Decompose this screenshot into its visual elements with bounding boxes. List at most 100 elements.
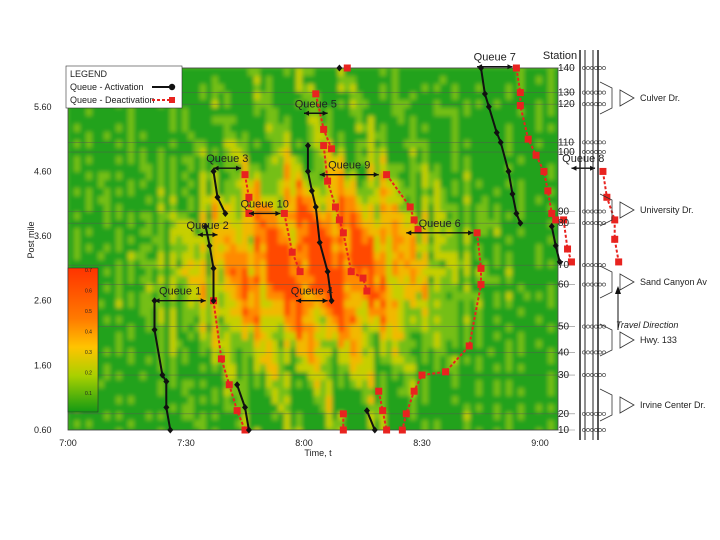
heat-cell (422, 284, 429, 293)
heat-cell (140, 164, 147, 173)
heat-cell (314, 156, 321, 165)
heat-cell (68, 108, 75, 117)
heat-cell (464, 324, 471, 333)
heat-cell (548, 172, 555, 181)
heat-cell (326, 236, 333, 245)
heat-cell (380, 236, 387, 245)
heat-cell (128, 164, 135, 173)
heat-cell (98, 164, 105, 173)
heat-cell (80, 188, 87, 197)
heat-cell (158, 412, 165, 421)
heat-cell (326, 172, 333, 181)
heat-cell (428, 236, 435, 245)
heat-cell (224, 244, 231, 253)
heat-cell (392, 196, 399, 205)
heat-cell (176, 156, 183, 165)
heat-cell (476, 404, 483, 413)
heat-cell (434, 116, 441, 125)
heat-cell (182, 212, 189, 221)
detector-dot (590, 428, 594, 432)
heat-cell (332, 260, 339, 269)
heat-cell (302, 388, 309, 397)
heat-cell (236, 180, 243, 189)
heat-cell (398, 300, 405, 309)
heat-cell (296, 172, 303, 181)
heat-cell (518, 428, 525, 430)
heat-cell (314, 244, 321, 253)
heat-cell (188, 324, 195, 333)
heat-cell (284, 236, 291, 245)
heat-cell (362, 292, 369, 301)
heat-cell (146, 116, 153, 125)
heat-cell (104, 244, 111, 253)
heat-cell (194, 84, 201, 93)
heat-cell (464, 180, 471, 189)
station-label: 80 (558, 218, 570, 229)
heat-cell (110, 284, 117, 293)
heat-cell (464, 252, 471, 261)
heat-cell (116, 428, 123, 430)
heat-cell (386, 284, 393, 293)
heat-cell (266, 284, 273, 293)
duration-arrow-right (200, 298, 206, 304)
heat-cell (344, 68, 351, 77)
heat-cell (518, 420, 525, 429)
heat-cell (188, 220, 195, 229)
heat-cell (422, 132, 429, 141)
heat-cell (284, 396, 291, 405)
activation-marker (163, 378, 170, 386)
heat-cell (434, 428, 441, 430)
heat-cell (374, 380, 381, 389)
heat-cell (248, 156, 255, 165)
heat-cell (344, 332, 351, 341)
heat-cell (350, 172, 357, 181)
heat-cell (326, 220, 333, 229)
heat-cell (248, 92, 255, 101)
heat-cell (260, 380, 267, 389)
detector-dot (590, 102, 594, 107)
heat-cell (386, 372, 393, 381)
heat-cell (314, 252, 321, 261)
heat-cell (548, 324, 555, 333)
heat-cell (158, 132, 165, 141)
heat-cell (104, 180, 111, 189)
heat-cell (170, 388, 177, 397)
heat-cell (488, 204, 495, 213)
heat-cell (530, 428, 537, 430)
heat-cell (134, 196, 141, 205)
heat-cell (440, 244, 447, 253)
heat-cell (548, 364, 555, 373)
queue-label: Queue 2 (187, 220, 229, 232)
detector-dots (582, 66, 606, 70)
heat-cell (116, 164, 123, 173)
heat-cell (320, 212, 327, 221)
heat-cell (260, 140, 267, 149)
heat-cell (272, 284, 279, 293)
heat-cell (236, 212, 243, 221)
heat-cell (206, 396, 213, 405)
heat-cell (206, 172, 213, 181)
heat-cell (476, 332, 483, 341)
heat-cell (86, 172, 93, 181)
heat-cell (170, 340, 177, 349)
heat-cell (344, 140, 351, 149)
series-activation (363, 407, 378, 434)
heat-cell (212, 428, 219, 430)
heat-cell (236, 220, 243, 229)
heat-cell (320, 188, 327, 197)
heat-cell (278, 420, 285, 429)
heat-cell (416, 180, 423, 189)
heat-cell (314, 108, 321, 117)
heat-cell (350, 220, 357, 229)
heat-cell (146, 124, 153, 133)
heat-cell (548, 180, 555, 189)
y-tick-label: 1.60 (34, 360, 52, 370)
heat-cell (464, 132, 471, 141)
heat-cell (218, 108, 225, 117)
heat-cell (488, 260, 495, 269)
heat-cell (86, 116, 93, 125)
heat-cell (356, 284, 363, 293)
heat-cell (146, 268, 153, 277)
heat-cell (338, 196, 345, 205)
heat-cell (386, 108, 393, 117)
